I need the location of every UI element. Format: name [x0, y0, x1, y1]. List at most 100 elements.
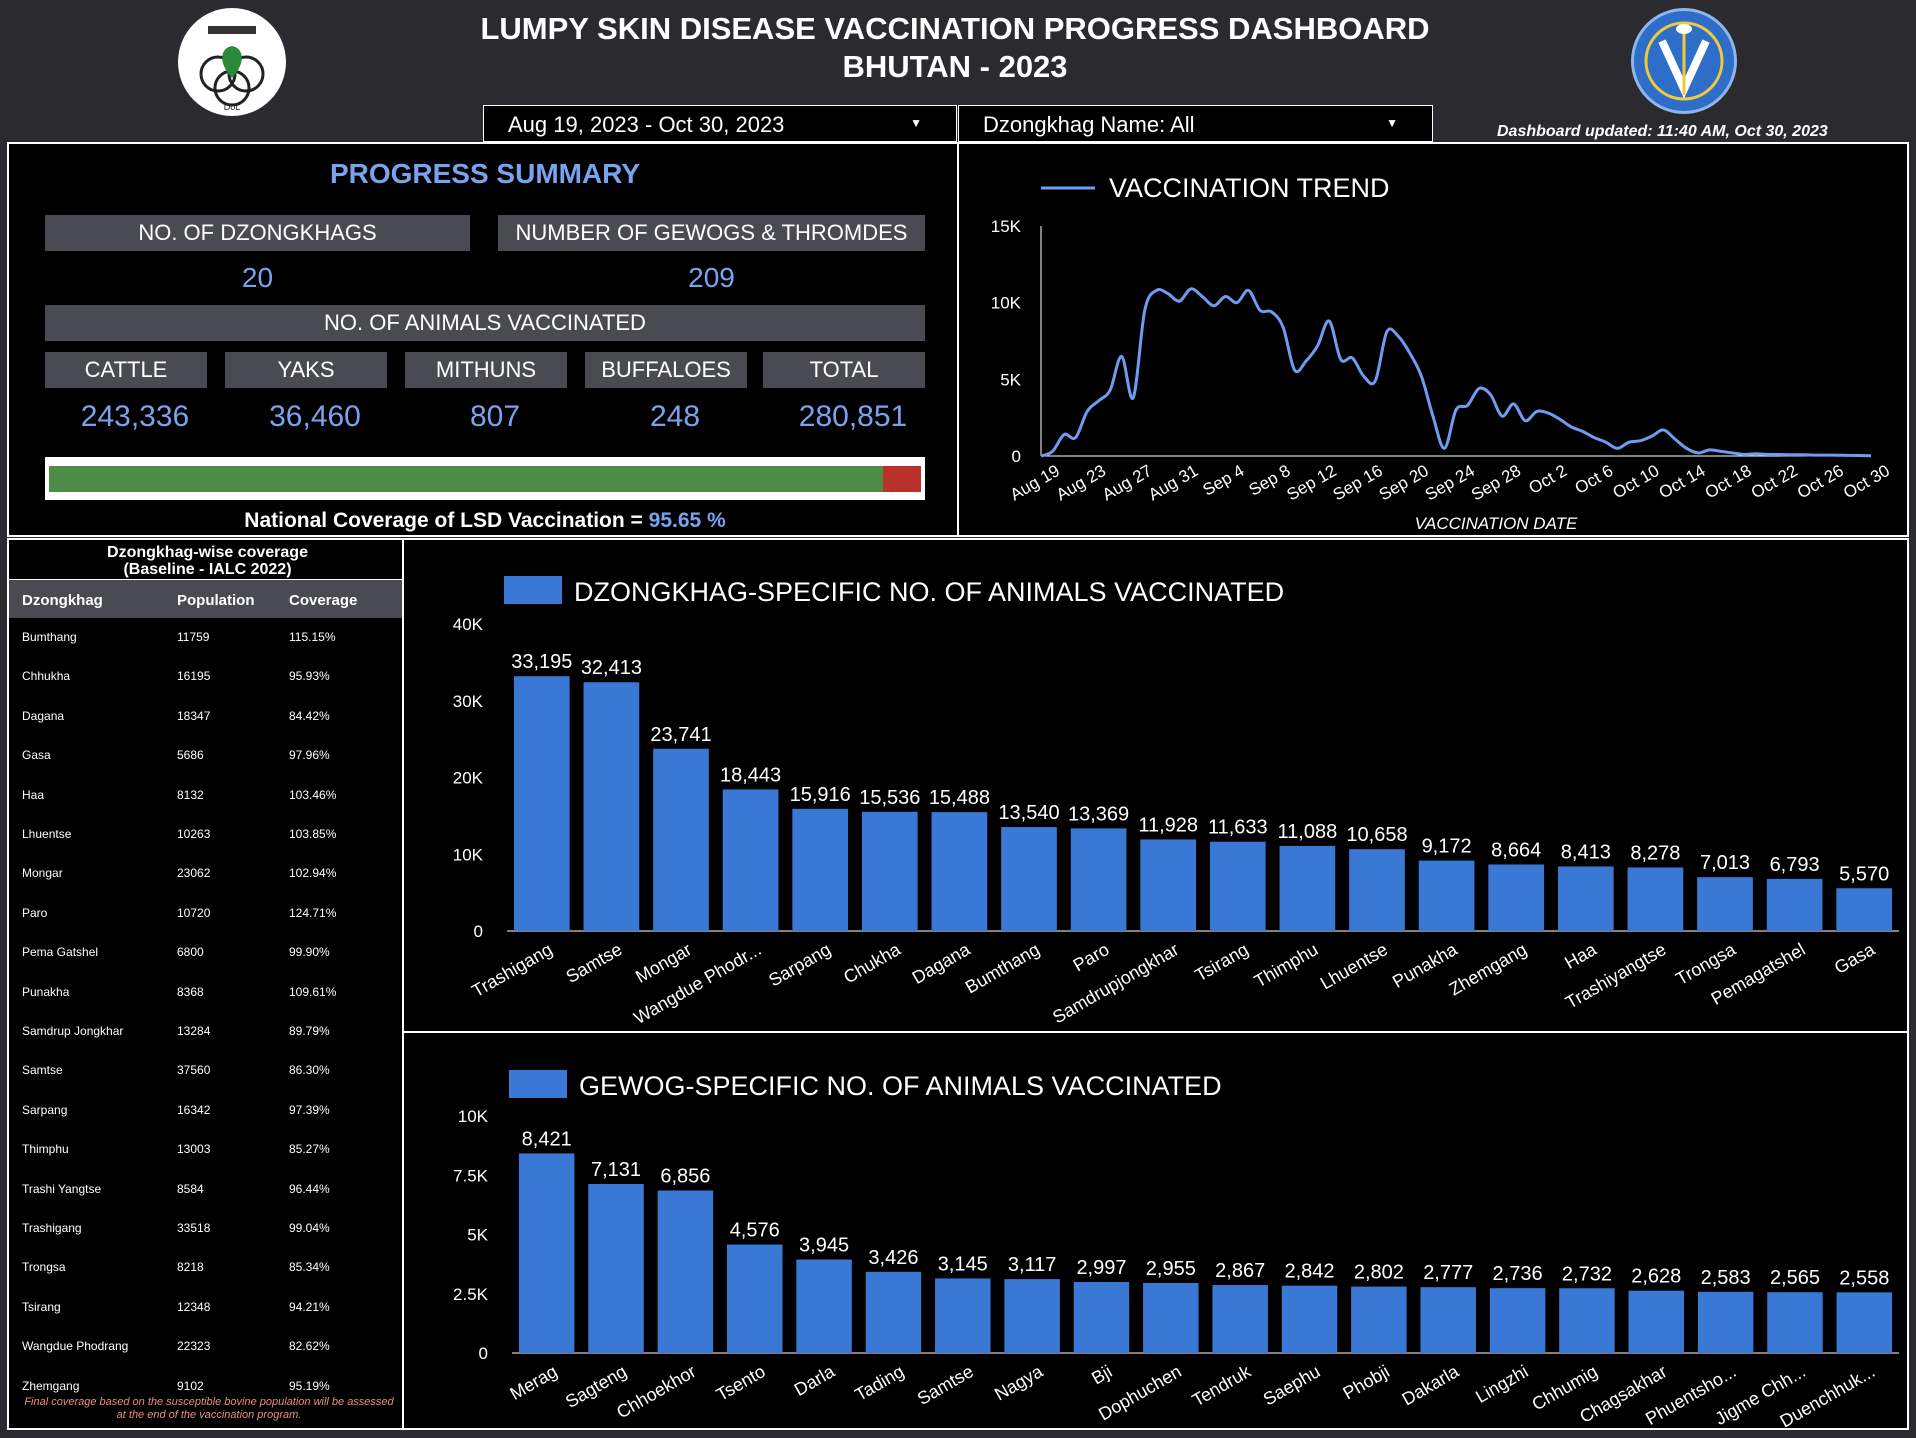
- mithuns-value: 807: [469, 400, 521, 433]
- coverage-cell: 103.46%: [289, 787, 337, 802]
- legend-label: GEWOG-SPECIFIC NO. OF ANIMALS VACCINATED: [579, 1071, 1222, 1101]
- chevron-down-icon[interactable]: ▼: [1386, 116, 1398, 130]
- bar: [1073, 1281, 1130, 1353]
- bar-value-label: 3,145: [938, 1253, 988, 1275]
- chevron-down-icon[interactable]: ▼: [910, 116, 922, 130]
- bar: [1697, 877, 1753, 931]
- x-tick-label: Oct 6: [1572, 461, 1617, 498]
- x-tick-label: Oct 22: [1748, 461, 1801, 503]
- table-row: Lhuentse 10263 103.85%: [9, 815, 402, 854]
- population-cell: 23062: [177, 866, 211, 881]
- coverage-divider: [9, 579, 402, 580]
- x-tick-label: Oct 26: [1794, 461, 1847, 503]
- bar: [1836, 888, 1893, 931]
- national-coverage-text: National Coverage of LSD Vaccination = 9…: [9, 509, 961, 533]
- coverage-cell: 109.61%: [289, 984, 337, 999]
- coverage-title-line-2: (Baseline - IALC 2022): [123, 561, 292, 578]
- dzongkhag-cell: Haa: [22, 787, 45, 802]
- x-tick-label: Tendruk: [1189, 1361, 1255, 1411]
- bar-value-label: 2,736: [1493, 1263, 1543, 1285]
- bar-value-label: 15,488: [929, 787, 990, 809]
- table-row: Trongsa 8218 85.34%: [9, 1248, 402, 1287]
- coverage-cell: 94.21%: [289, 1299, 330, 1314]
- header-coverage[interactable]: Coverage: [289, 592, 358, 609]
- dzongkhag-cell: Tsirang: [22, 1299, 61, 1314]
- dzongkhag-filter-dropdown[interactable]: Dzongkhag Name: All ▼: [958, 105, 1433, 142]
- coverage-cell: 102.94%: [289, 866, 337, 881]
- coverage-cell: 99.04%: [289, 1221, 330, 1235]
- table-row: Paro 10720 124.71%: [9, 894, 402, 933]
- population-cell: 13003: [177, 1142, 211, 1157]
- bar: [1697, 1291, 1754, 1353]
- population-cell: 16342: [177, 1102, 211, 1117]
- population-cell: 8584: [177, 1181, 204, 1196]
- bar: [796, 1259, 852, 1353]
- date-range-picker[interactable]: Aug 19, 2023 - Oct 30, 2023 ▼: [483, 105, 957, 142]
- dzongkhag-cell: Sarpang: [22, 1102, 68, 1117]
- population-cell: 5686: [177, 748, 204, 763]
- cattle-value: 243,336: [80, 400, 190, 433]
- bar-value-label: 13,369: [1068, 803, 1129, 825]
- yaks-value: 36,460: [269, 400, 361, 433]
- x-tick-label: Tsento: [713, 1361, 769, 1405]
- bar: [1143, 1282, 1199, 1353]
- bar-value-label: 4,576: [730, 1220, 780, 1242]
- bar-value-label: 7,131: [591, 1159, 641, 1181]
- bar: [1627, 867, 1684, 931]
- bar: [1140, 839, 1197, 931]
- buffaloes-value: 248: [649, 400, 701, 433]
- population-cell: 8132: [177, 787, 204, 802]
- coverage-cell: 97.39%: [289, 1102, 330, 1117]
- cattle-label: CATTLE: [45, 352, 207, 388]
- coverage-cell: 97.96%: [289, 748, 330, 763]
- dzongkhags-label: NO. OF DZONGKHAGS: [45, 215, 470, 251]
- gewog-bar-chart: GEWOG-SPECIFIC NO. OF ANIMALS VACCINATED…: [453, 1070, 1899, 1432]
- population-cell: 10720: [177, 905, 211, 920]
- x-tick-label: Oct 30: [1840, 461, 1893, 503]
- y-tick-label: 10K: [453, 845, 484, 864]
- bar-value-label: 8,413: [1561, 841, 1611, 863]
- bar-value-label: 32,413: [581, 657, 642, 679]
- bar: [1070, 828, 1127, 931]
- dzongkhag-cell: Samtse: [22, 1063, 63, 1078]
- bar: [1001, 827, 1057, 931]
- coverage-cell: 95.19%: [289, 1378, 330, 1393]
- bar-value-label: 3,945: [799, 1235, 849, 1257]
- x-tick-label: Sep 16: [1330, 461, 1386, 504]
- dol-emblem: DoL: [199, 26, 265, 112]
- coverage-cell: 115.15%: [289, 630, 336, 644]
- bar-value-label: 23,741: [650, 724, 711, 746]
- x-tick-label: Saephu: [1260, 1361, 1324, 1409]
- bar: [1004, 1279, 1060, 1353]
- bar: [1836, 1292, 1893, 1353]
- bar-value-label: 33,195: [511, 651, 572, 673]
- dzongkhag-cell: Mongar: [22, 866, 63, 881]
- bar-value-label: 2,628: [1631, 1266, 1681, 1288]
- x-tick-label: Chhoekhor: [613, 1361, 699, 1422]
- x-tick-label: Samdrupjongkhar: [1049, 939, 1182, 1027]
- header-population[interactable]: Population: [177, 592, 255, 609]
- dzongkhag-bar-chart: DZONGKHAG-SPECIFIC NO. OF ANIMALS VACCIN…: [453, 576, 1899, 1028]
- population-cell: 9102: [177, 1378, 204, 1393]
- bar-value-label: 6,793: [1770, 854, 1820, 876]
- coverage-table-header: Dzongkhag Population Coverage: [9, 580, 402, 618]
- dzongkhag-cell: Pema Gatshel: [22, 945, 99, 960]
- x-tick-label: Sarpang: [765, 939, 834, 990]
- x-tick-label: Sep 20: [1376, 461, 1432, 504]
- x-tick-label: Thimphu: [1251, 939, 1322, 991]
- bar: [1420, 1287, 1476, 1353]
- x-axis-title: VACCINATION DATE: [1415, 514, 1578, 533]
- x-tick-label: Aug 31: [1145, 461, 1201, 504]
- bar: [653, 748, 709, 931]
- population-cell: 18347: [177, 708, 211, 723]
- coverage-cell: 96.44%: [289, 1181, 330, 1196]
- logo-text: DoL: [224, 102, 241, 112]
- x-tick-label: Wangdue Phodr...: [630, 939, 764, 1028]
- bar: [935, 1278, 991, 1353]
- bar-value-label: 11,928: [1138, 814, 1198, 836]
- bar-value-label: 5,570: [1839, 863, 1889, 885]
- dzongkhags-value: 20: [241, 262, 274, 293]
- bar: [1488, 864, 1545, 931]
- header-dzongkhag[interactable]: Dzongkhag: [22, 592, 103, 609]
- x-tick-label: Lingzhi: [1472, 1361, 1531, 1407]
